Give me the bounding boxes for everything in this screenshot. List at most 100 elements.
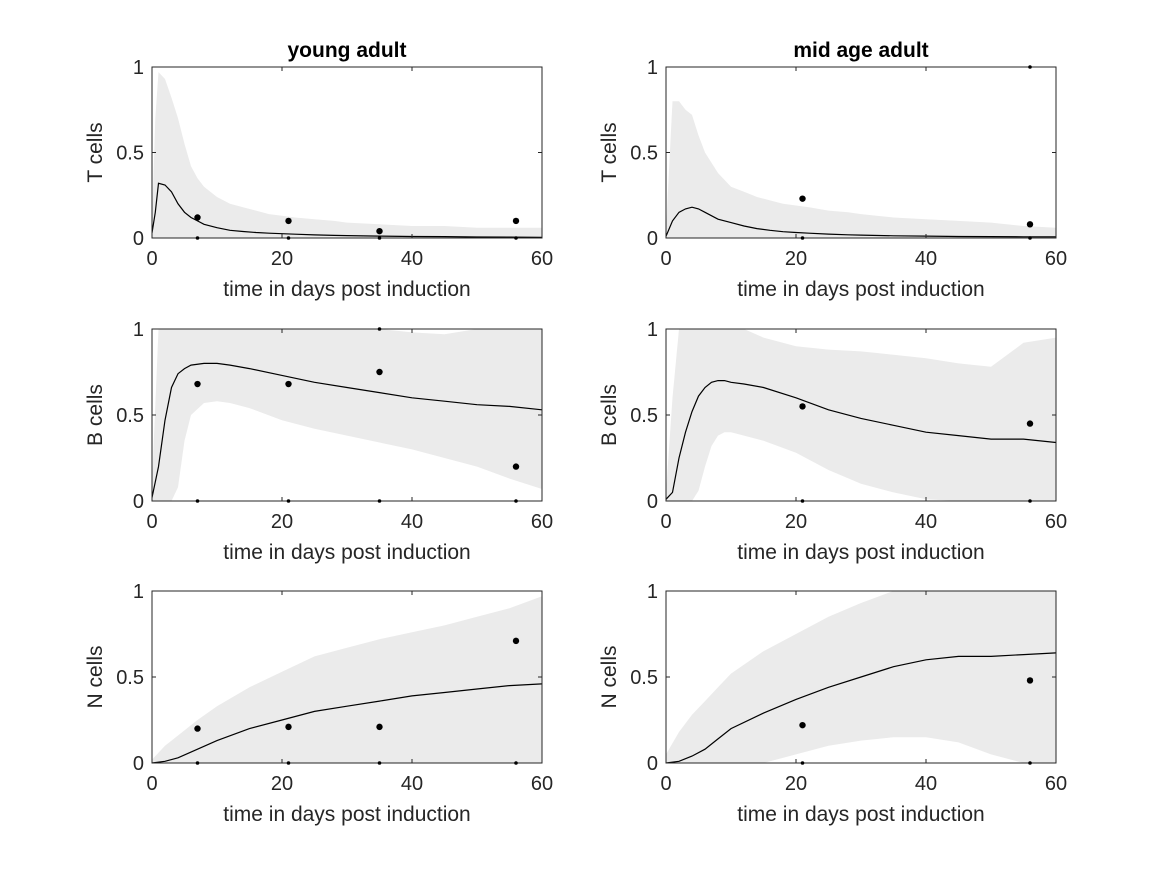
y-axis-label: T cells [598, 122, 621, 182]
data-point [512, 463, 520, 470]
data-point [376, 227, 383, 235]
y-tick-label: 1 [133, 319, 144, 341]
data-point [285, 217, 292, 225]
y-tick-label: 0 [133, 228, 144, 250]
mean-line [666, 652, 1056, 763]
y-tick-label: 0.5 [630, 143, 658, 165]
y-tick-label: 0.5 [630, 667, 658, 689]
confidence-band [152, 596, 542, 763]
mean-line [152, 362, 542, 498]
data-point [285, 723, 292, 731]
panel-title: young adult [288, 39, 407, 62]
y-axis-label: N cells [598, 645, 621, 708]
y-axis-label: N cells [84, 645, 107, 708]
x-tick-label: 20 [785, 511, 807, 533]
panel-6: 0 20 40 60 0 0.5 1 time in days post induction N… [598, 581, 1067, 826]
confidence-band [666, 329, 1056, 501]
minor-data-point [377, 499, 382, 503]
x-axis-label: time in days post induction [737, 803, 984, 826]
minor-data-point [195, 499, 200, 503]
confidence-band [666, 101, 1056, 238]
panel-5: 0 20 40 60 0 0.5 1 time in days post induction N… [84, 581, 553, 826]
x-tick-label: 60 [1045, 773, 1067, 795]
minor-data-point [800, 236, 805, 240]
x-tick-label: 0 [146, 511, 157, 533]
y-tick-label: 0.5 [630, 405, 658, 427]
x-tick-label: 20 [785, 248, 807, 270]
y-tick-label: 1 [647, 581, 658, 603]
x-tick-label: 20 [785, 773, 807, 795]
minor-data-point [1028, 761, 1032, 765]
data-point [1026, 677, 1034, 684]
mean-line [152, 683, 542, 763]
y-tick-label: 0 [647, 228, 658, 250]
x-tick-label: 60 [1045, 511, 1067, 533]
data-point [194, 214, 201, 221]
data-point [1026, 221, 1034, 228]
data-point [512, 217, 520, 225]
minor-data-point [514, 499, 518, 503]
x-tick-label: 40 [915, 511, 937, 533]
data-point [1026, 420, 1034, 427]
minor-data-point [1028, 65, 1032, 69]
data-point [194, 725, 201, 732]
minor-data-point [377, 761, 382, 765]
minor-data-point [800, 761, 805, 765]
x-tick-label: 0 [660, 511, 671, 533]
minor-data-point [514, 236, 518, 240]
x-axis-label: time in days post induction [737, 278, 984, 301]
mean-line [666, 206, 1056, 238]
x-tick-label: 20 [271, 511, 293, 533]
x-tick-label: 60 [531, 248, 553, 270]
y-tick-label: 0 [647, 491, 658, 513]
y-axis-label: B cells [598, 384, 621, 446]
x-axis-label: time in days post induction [223, 541, 470, 564]
minor-data-point [286, 761, 291, 765]
x-tick-label: 0 [146, 773, 157, 795]
x-tick-label: 0 [660, 773, 671, 795]
minor-data-point [286, 499, 291, 503]
data-point [376, 723, 383, 731]
x-axis-label: time in days post induction [223, 803, 470, 826]
panel-2: 0 20 40 60 0 0.5 1 time in days post induction T… [598, 39, 1067, 301]
data-point [285, 380, 292, 388]
x-axis-label: time in days post induction [223, 278, 470, 301]
x-tick-label: 20 [271, 248, 293, 270]
confidence-band [152, 329, 542, 501]
minor-data-point [377, 327, 382, 331]
data-point [799, 195, 806, 202]
minor-data-point [377, 236, 382, 240]
panel-title: mid age adult [793, 39, 928, 62]
x-tick-label: 20 [271, 773, 293, 795]
x-tick-label: 40 [401, 511, 423, 533]
y-tick-label: 0 [133, 491, 144, 513]
y-axis-label: B cells [84, 384, 107, 446]
minor-data-point [800, 499, 805, 503]
mean-line [666, 380, 1056, 500]
y-tick-label: 0.5 [116, 667, 144, 689]
panel-3: 0 20 40 60 0 0.5 1 time in days post induction B… [84, 319, 553, 564]
x-tick-label: 60 [531, 511, 553, 533]
data-point [194, 380, 201, 388]
x-tick-label: 60 [531, 773, 553, 795]
x-tick-label: 0 [660, 248, 671, 270]
y-tick-label: 0 [133, 753, 144, 775]
x-tick-label: 40 [915, 248, 937, 270]
x-tick-label: 60 [1045, 248, 1067, 270]
y-tick-label: 1 [133, 581, 144, 603]
y-tick-label: 1 [647, 57, 658, 79]
y-tick-label: 0.5 [116, 143, 144, 165]
y-tick-label: 0.5 [116, 405, 144, 427]
data-point [799, 403, 806, 410]
panel-4: 0 20 40 60 0 0.5 1 time in days post induction B… [598, 319, 1067, 564]
y-tick-label: 1 [647, 319, 658, 341]
data-point [799, 721, 806, 729]
data-point [376, 368, 383, 376]
minor-data-point [1028, 499, 1032, 503]
minor-data-point [195, 761, 200, 765]
x-tick-label: 40 [915, 773, 937, 795]
x-tick-label: 40 [401, 773, 423, 795]
x-axis-label: time in days post induction [737, 541, 984, 564]
minor-data-point [1028, 236, 1032, 240]
